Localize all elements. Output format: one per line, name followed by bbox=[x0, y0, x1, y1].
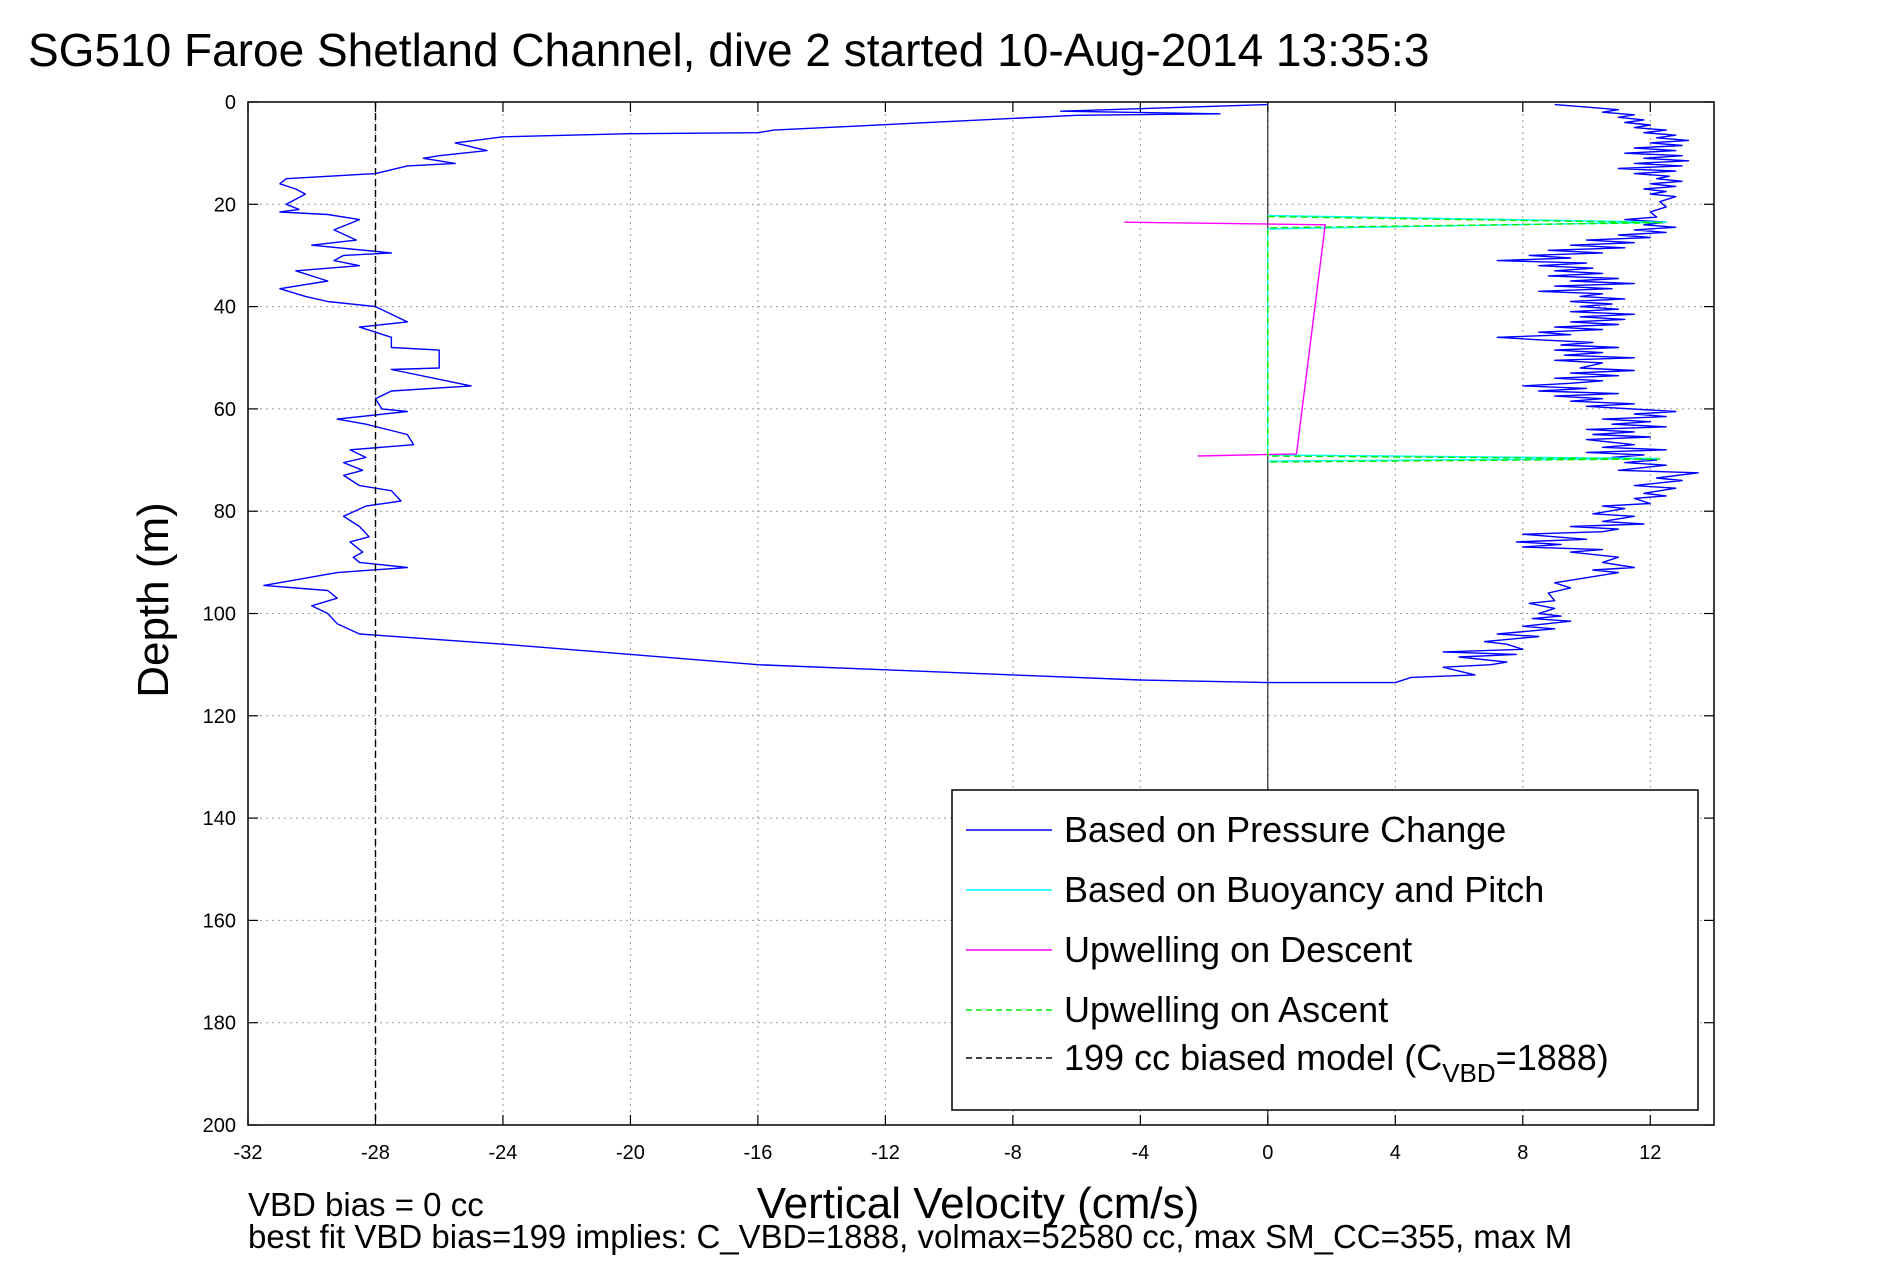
x-tick-label: 8 bbox=[1517, 1142, 1528, 1164]
y-tick-label: 200 bbox=[203, 1115, 236, 1137]
y-tick-label: 0 bbox=[225, 92, 236, 114]
x-tick-label: -8 bbox=[1004, 1142, 1022, 1164]
data-series bbox=[263, 102, 1699, 1125]
x-tick-label: -12 bbox=[871, 1142, 900, 1164]
x-tick-label: 4 bbox=[1390, 1142, 1401, 1164]
y-tick-label: 100 bbox=[203, 604, 236, 626]
series-line-2 bbox=[1124, 221, 1326, 457]
legend-label-4: 199 cc biased model (CVBD=1888) bbox=[1064, 1037, 1609, 1088]
y-tick-label: 160 bbox=[203, 910, 236, 932]
x-tick-label: 12 bbox=[1639, 1142, 1661, 1164]
legend: Based on Pressure Change Based on Buoyanc… bbox=[951, 789, 1699, 1111]
x-axis-label: Vertical Velocity (cm/s) bbox=[757, 1179, 1200, 1228]
y-tick-label: 120 bbox=[203, 706, 236, 728]
y-axis-label: Depth (m) bbox=[129, 502, 178, 698]
x-tick-label: -20 bbox=[616, 1142, 645, 1164]
x-tick-label: 0 bbox=[1262, 1142, 1273, 1164]
legend-label-2: Upwelling on Descent bbox=[1064, 929, 1412, 970]
x-tick-label: -16 bbox=[743, 1142, 772, 1164]
x-tick-label: -28 bbox=[361, 1142, 390, 1164]
y-tick-label: 40 bbox=[214, 297, 236, 319]
legend-label-3: Upwelling on Ascent bbox=[1064, 989, 1388, 1030]
legend-label-0: Based on Pressure Change bbox=[1064, 809, 1506, 850]
y-tick-label: 60 bbox=[214, 399, 236, 421]
y-tick-label: 180 bbox=[203, 1013, 236, 1035]
series-line-3 bbox=[1267, 215, 1664, 463]
best-fit-note: best fit VBD bias=199 implies: C_VBD=188… bbox=[248, 1218, 1572, 1255]
y-tick-label: 80 bbox=[214, 501, 236, 523]
series-line-0 bbox=[263, 103, 1699, 684]
chart-title: SG510 Faroe Shetland Channel, dive 2 sta… bbox=[28, 24, 1429, 76]
x-tick-label: -32 bbox=[234, 1142, 263, 1164]
legend-label-1: Based on Buoyancy and Pitch bbox=[1064, 869, 1544, 910]
y-tick-label: 140 bbox=[203, 808, 236, 830]
x-tick-label: -4 bbox=[1131, 1142, 1149, 1164]
y-tick-label: 20 bbox=[214, 194, 236, 216]
x-tick-label: -24 bbox=[489, 1142, 518, 1164]
axis-ticks: -32 -28 -24 -20 -16 -12 -8 -4 0 4 8 120204060801001… bbox=[203, 92, 1714, 1164]
vbd-bias-note: VBD bias = 0 cc bbox=[248, 1186, 484, 1223]
legend-box bbox=[951, 789, 1699, 1111]
